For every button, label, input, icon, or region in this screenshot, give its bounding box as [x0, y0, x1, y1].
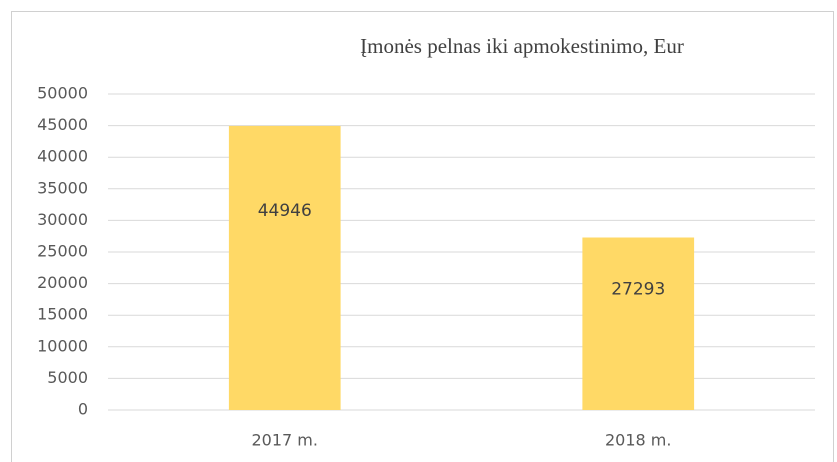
y-tick-label: 40000 [37, 147, 88, 166]
chart-border [11, 11, 834, 462]
y-tick-label: 45000 [37, 115, 88, 134]
y-tick-label: 30000 [37, 210, 88, 229]
bar [582, 237, 695, 410]
x-tick-label: 2018 m. [605, 431, 671, 450]
y-tick-label: 0 [78, 400, 88, 419]
data-label: 44946 [258, 201, 312, 221]
chart-title: Įmonės pelnas iki apmokestinimo, Eur [360, 34, 684, 58]
y-tick-label: 15000 [37, 305, 88, 324]
y-tick-label: 10000 [37, 336, 88, 355]
bar [228, 125, 341, 410]
y-tick-label: 25000 [37, 242, 88, 261]
y-tick-label: 5000 [47, 368, 88, 387]
data-label: 27293 [611, 279, 665, 299]
y-tick-label: 50000 [37, 84, 88, 103]
y-tick-label: 35000 [37, 178, 88, 197]
x-tick-label: 2017 m. [252, 431, 318, 450]
y-tick-label: 20000 [37, 273, 88, 292]
